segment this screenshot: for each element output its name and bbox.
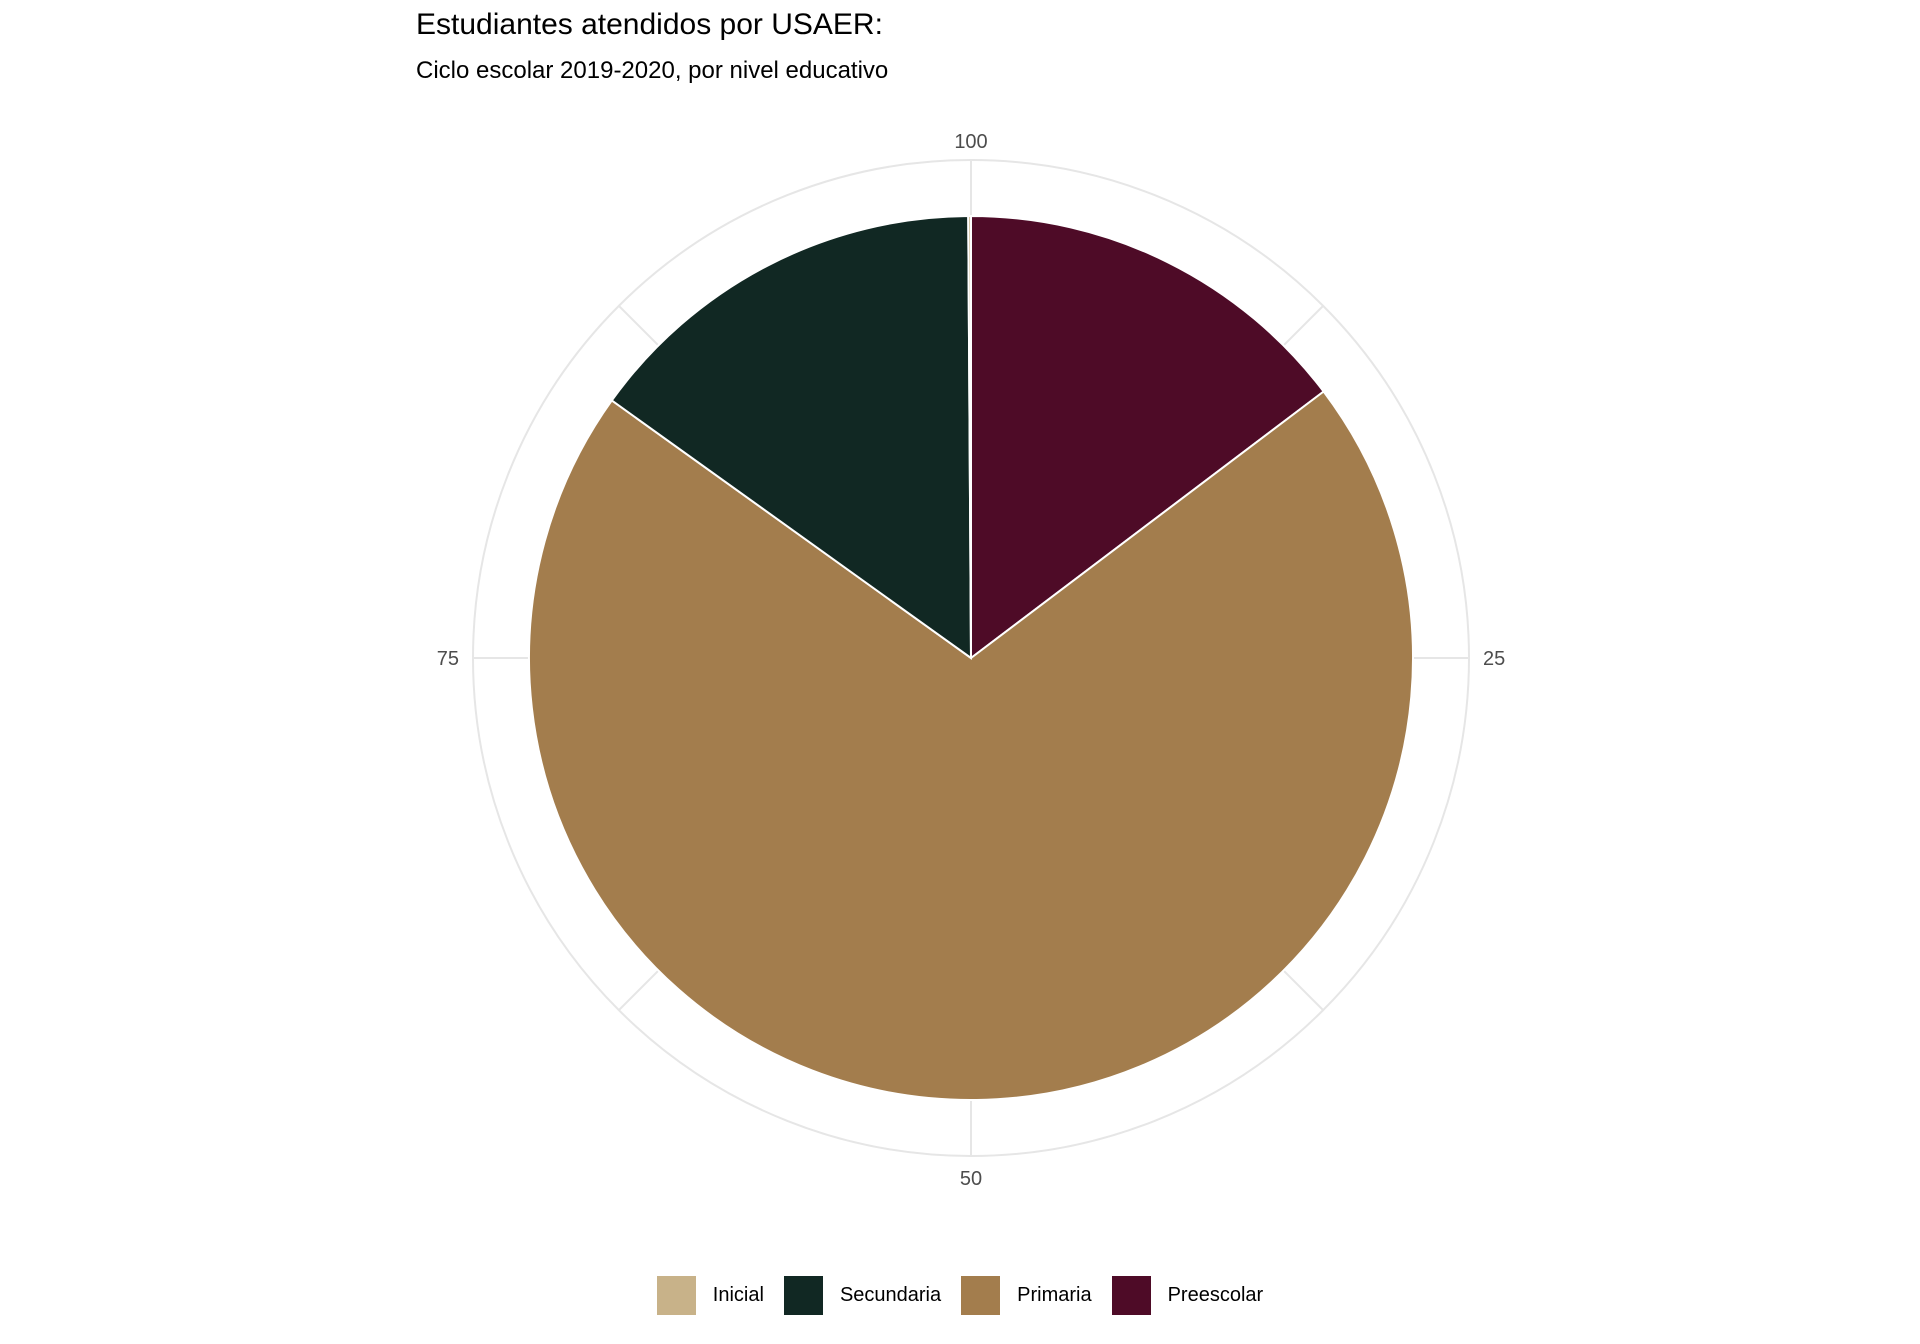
legend-swatch bbox=[1111, 1276, 1151, 1315]
pie-slice-preescolar bbox=[970, 214, 1326, 661]
pie-slices bbox=[528, 214, 1414, 1101]
legend-label: Preescolar bbox=[1167, 1284, 1264, 1306]
pie-slice-primaria bbox=[528, 390, 1414, 1101]
legend-item-primaria: Primaria bbox=[961, 1276, 1092, 1315]
legend-label: Primaria bbox=[1017, 1284, 1092, 1306]
pie-slice-inicial bbox=[967, 214, 972, 659]
legend-item-preescolar: Preescolar bbox=[1111, 1276, 1264, 1315]
angle-axis-ticks: 100 25 50 75 bbox=[437, 131, 1506, 1190]
chart-subtitle: Ciclo escolar 2019-2020, por nivel educa… bbox=[416, 57, 889, 84]
legend-item-inicial: Inicial bbox=[656, 1276, 764, 1315]
tick-label-100: 100 bbox=[954, 131, 987, 153]
pie-slice-secundaria bbox=[610, 215, 973, 660]
legend-label: Secundaria bbox=[839, 1284, 942, 1306]
chart-legend: Inicial Secundaria Primaria Preescolar bbox=[0, 1276, 1920, 1315]
legend-item-secundaria: Secundaria bbox=[783, 1276, 942, 1315]
tick-label-50: 50 bbox=[960, 1168, 982, 1190]
legend-label: Inicial bbox=[712, 1284, 764, 1306]
tick-label-25: 25 bbox=[1483, 648, 1505, 670]
legend-swatch bbox=[961, 1276, 1001, 1315]
legend-swatch bbox=[656, 1276, 696, 1315]
tick-label-75: 75 bbox=[437, 648, 459, 670]
legend-swatch bbox=[783, 1276, 823, 1315]
chart-title: Estudiantes atendidos por USAER: bbox=[416, 8, 883, 41]
